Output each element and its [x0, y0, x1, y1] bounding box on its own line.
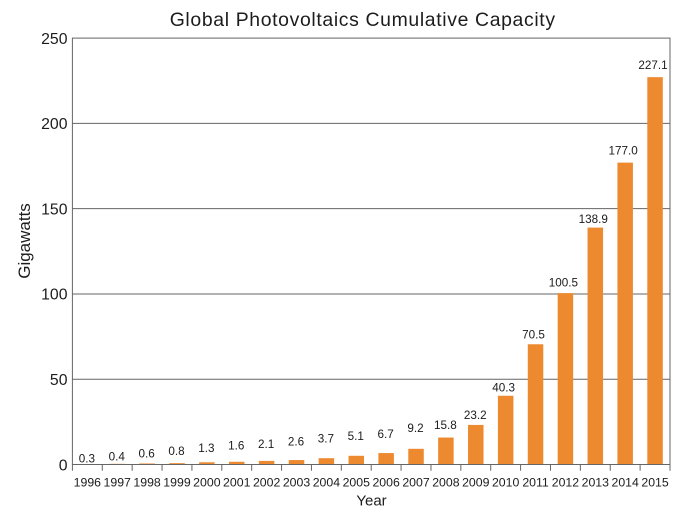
svg-text:2008: 2008 [432, 476, 460, 490]
svg-text:1997: 1997 [104, 476, 132, 490]
svg-text:Year: Year [356, 492, 386, 509]
svg-text:2015: 2015 [641, 476, 669, 490]
svg-text:0.4: 0.4 [109, 450, 126, 463]
svg-text:1998: 1998 [133, 476, 161, 490]
svg-text:1.6: 1.6 [228, 440, 244, 453]
svg-text:2001: 2001 [223, 476, 251, 490]
svg-text:227.1: 227.1 [638, 59, 667, 72]
svg-text:0.8: 0.8 [168, 445, 184, 458]
svg-text:2013: 2013 [582, 476, 610, 490]
svg-text:150: 150 [41, 201, 68, 218]
svg-text:138.9: 138.9 [579, 213, 608, 226]
svg-text:0: 0 [59, 457, 68, 474]
svg-text:70.5: 70.5 [522, 328, 545, 341]
svg-text:3.7: 3.7 [318, 432, 334, 445]
svg-text:200: 200 [41, 116, 68, 133]
svg-text:2014: 2014 [612, 476, 640, 490]
svg-text:9.2: 9.2 [407, 422, 423, 435]
svg-text:177.0: 177.0 [609, 145, 639, 158]
svg-text:2003: 2003 [283, 476, 311, 490]
svg-text:2002: 2002 [253, 476, 281, 490]
svg-text:Gigawatts: Gigawatts [15, 203, 34, 279]
svg-text:5.1: 5.1 [348, 430, 364, 443]
svg-text:2000: 2000 [193, 476, 221, 490]
svg-text:40.3: 40.3 [492, 382, 515, 395]
svg-text:2007: 2007 [402, 476, 430, 490]
svg-text:2011: 2011 [522, 476, 549, 490]
svg-text:2010: 2010 [492, 476, 520, 490]
svg-text:1999: 1999 [163, 476, 191, 490]
svg-text:1.3: 1.3 [198, 442, 214, 455]
svg-text:2012: 2012 [552, 476, 580, 490]
svg-text:6.7: 6.7 [378, 428, 394, 441]
svg-text:100.5: 100.5 [549, 277, 579, 290]
svg-text:15.8: 15.8 [434, 419, 457, 432]
svg-text:2004: 2004 [313, 476, 341, 490]
svg-text:2006: 2006 [372, 476, 400, 490]
svg-text:0.3: 0.3 [79, 453, 95, 466]
svg-text:2005: 2005 [343, 476, 371, 490]
svg-text:1996: 1996 [74, 476, 102, 490]
svg-text:2.6: 2.6 [288, 436, 304, 449]
svg-text:2009: 2009 [462, 476, 490, 490]
svg-text:Global Photovoltaics Cumulativ: Global Photovoltaics Cumulative Capacity [170, 9, 556, 31]
svg-text:50: 50 [50, 372, 68, 389]
svg-text:23.2: 23.2 [464, 409, 487, 422]
svg-text:0.6: 0.6 [138, 447, 154, 460]
svg-text:250: 250 [41, 31, 68, 48]
svg-text:100: 100 [41, 287, 68, 304]
svg-text:2.1: 2.1 [258, 438, 274, 451]
